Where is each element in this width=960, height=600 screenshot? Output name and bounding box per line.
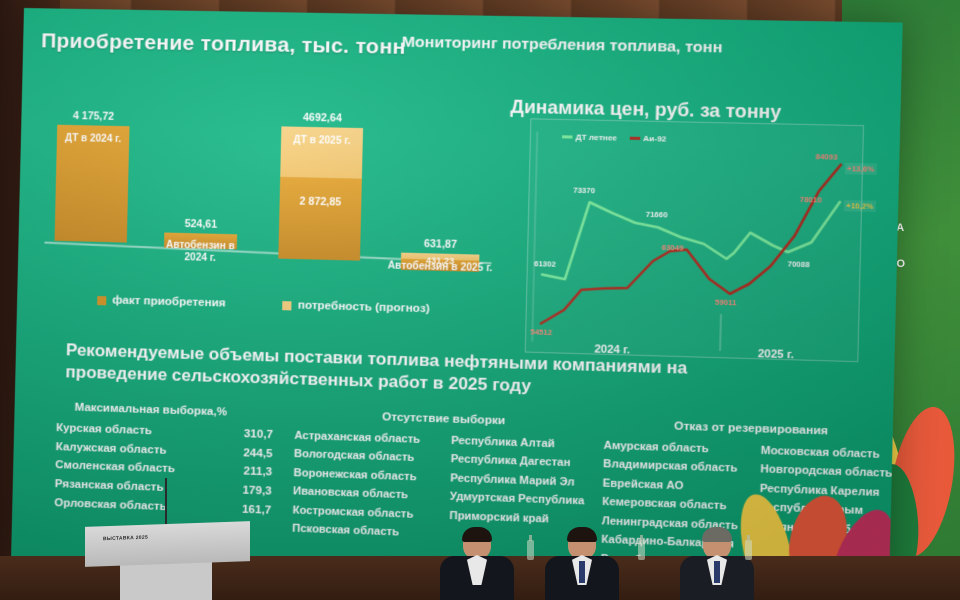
bar-segment-fact: 2 872,85	[278, 176, 362, 261]
table-col-header: Отсутствие выборки	[381, 411, 506, 428]
panelist-left	[440, 527, 514, 600]
panelist-hair	[567, 527, 597, 542]
point-label-petrol-mid: 63049	[661, 242, 684, 253]
bar-group-petrol-2024: 524,61 Автобензин в 2024 г.	[163, 218, 238, 264]
region-value: 244,5	[243, 446, 273, 460]
legend-swatch-need	[282, 300, 292, 310]
legend-swatch-fact	[97, 295, 107, 305]
legend-item-fact: факт приобретения	[97, 294, 226, 310]
series-line-petrol	[541, 158, 841, 331]
series-line-diesel	[542, 195, 840, 286]
panelist-hair	[702, 527, 732, 542]
fuel-purchase-bar-chart: 4 175,72 ДТ в 2024 г. 524,61 Автобензин …	[27, 104, 510, 317]
panelist-tie	[579, 561, 585, 583]
panelist-tie	[714, 561, 720, 583]
fuel-price-line-chart: ДТ летнее Аи-92 61302 73370 71660 70088	[524, 118, 877, 363]
bar-inner-label: 2 872,85	[299, 195, 342, 209]
bar-group-dt-2024: 4 175,72 ДТ в 2024 г.	[54, 110, 130, 243]
point-label-diesel-mid: 71660	[645, 209, 668, 220]
table-col-header: Отказ от резервирования	[673, 420, 829, 438]
podium-microphone	[165, 478, 167, 526]
panelist-right	[680, 527, 754, 600]
bar-category-label: Автобензин в 2025 г.	[387, 260, 493, 275]
region-value: 161,7	[241, 503, 272, 517]
table-col-max-sampling: Максимальная выборка,% Курская область 3…	[54, 401, 274, 520]
water-bottle	[745, 535, 752, 560]
bar-category-label: ДТ в 2025 г.	[293, 134, 351, 148]
line-chart-plot	[526, 119, 865, 363]
region-name: Орловская область	[54, 496, 167, 513]
region-value: 211,3	[243, 465, 273, 479]
point-label-petrol-end: 84093	[815, 151, 838, 162]
bar-group-dt-2025: 4692,64 2 872,85 ДТ в 2025 г.	[278, 112, 364, 261]
legend-label-need: потребность (прогноз)	[297, 299, 430, 316]
panelist-center	[545, 527, 619, 600]
projected-slide: Приобретение топлива, тыс. тонн Монитори…	[11, 8, 903, 593]
legend-item-need: потребность (прогноз)	[282, 299, 430, 316]
podium: ВЫСТАВКА 2025	[85, 521, 250, 567]
point-label-diesel-start: 61302	[533, 259, 556, 269]
bar-group-petrol-2025: 631,87 431,23 Автобензин в 2025 г.	[388, 238, 493, 274]
water-bottle	[527, 535, 534, 560]
bar-category-label: Автобензин в 2024 г.	[165, 239, 235, 265]
annotation-petrol-growth: +13,6%	[844, 162, 877, 175]
region-value: 310,7	[243, 428, 274, 442]
legend-label-fact: факт приобретения	[112, 294, 226, 310]
point-label-petrol-start: 54512	[530, 327, 553, 338]
bar-total-label: 4 175,72	[72, 110, 115, 123]
point-label-petrol-dip: 59011	[714, 297, 737, 308]
point-label-petrol-rise: 78010	[799, 194, 822, 205]
point-label-diesel-dip: 70088	[787, 259, 810, 270]
podium-logo: ВЫСТАВКА 2025	[103, 534, 149, 543]
table-col-header: Максимальная выборка,%	[74, 401, 228, 419]
annotation-diesel-growth: +10,2%	[843, 199, 876, 213]
table-col-no-sampling-left: Астраханская область Вологодская область…	[292, 427, 437, 544]
panelist-shirt	[467, 555, 487, 585]
bar-total-label: 631,87	[423, 237, 458, 251]
bar-category-label: ДТ в 2024 г.	[64, 132, 122, 146]
bar-total-label: 524,61	[184, 217, 218, 231]
point-label-diesel-peak: 73370	[573, 185, 596, 196]
podium-base	[120, 560, 212, 600]
region-value: 179,3	[242, 484, 272, 498]
water-bottle	[638, 535, 645, 560]
panelist-hair	[462, 527, 492, 542]
bar-total-label: 4692,64	[302, 111, 342, 125]
list-item: Псковская область	[292, 522, 400, 539]
bar-chart-legend: факт приобретения потребность (прогноз)	[97, 294, 430, 315]
